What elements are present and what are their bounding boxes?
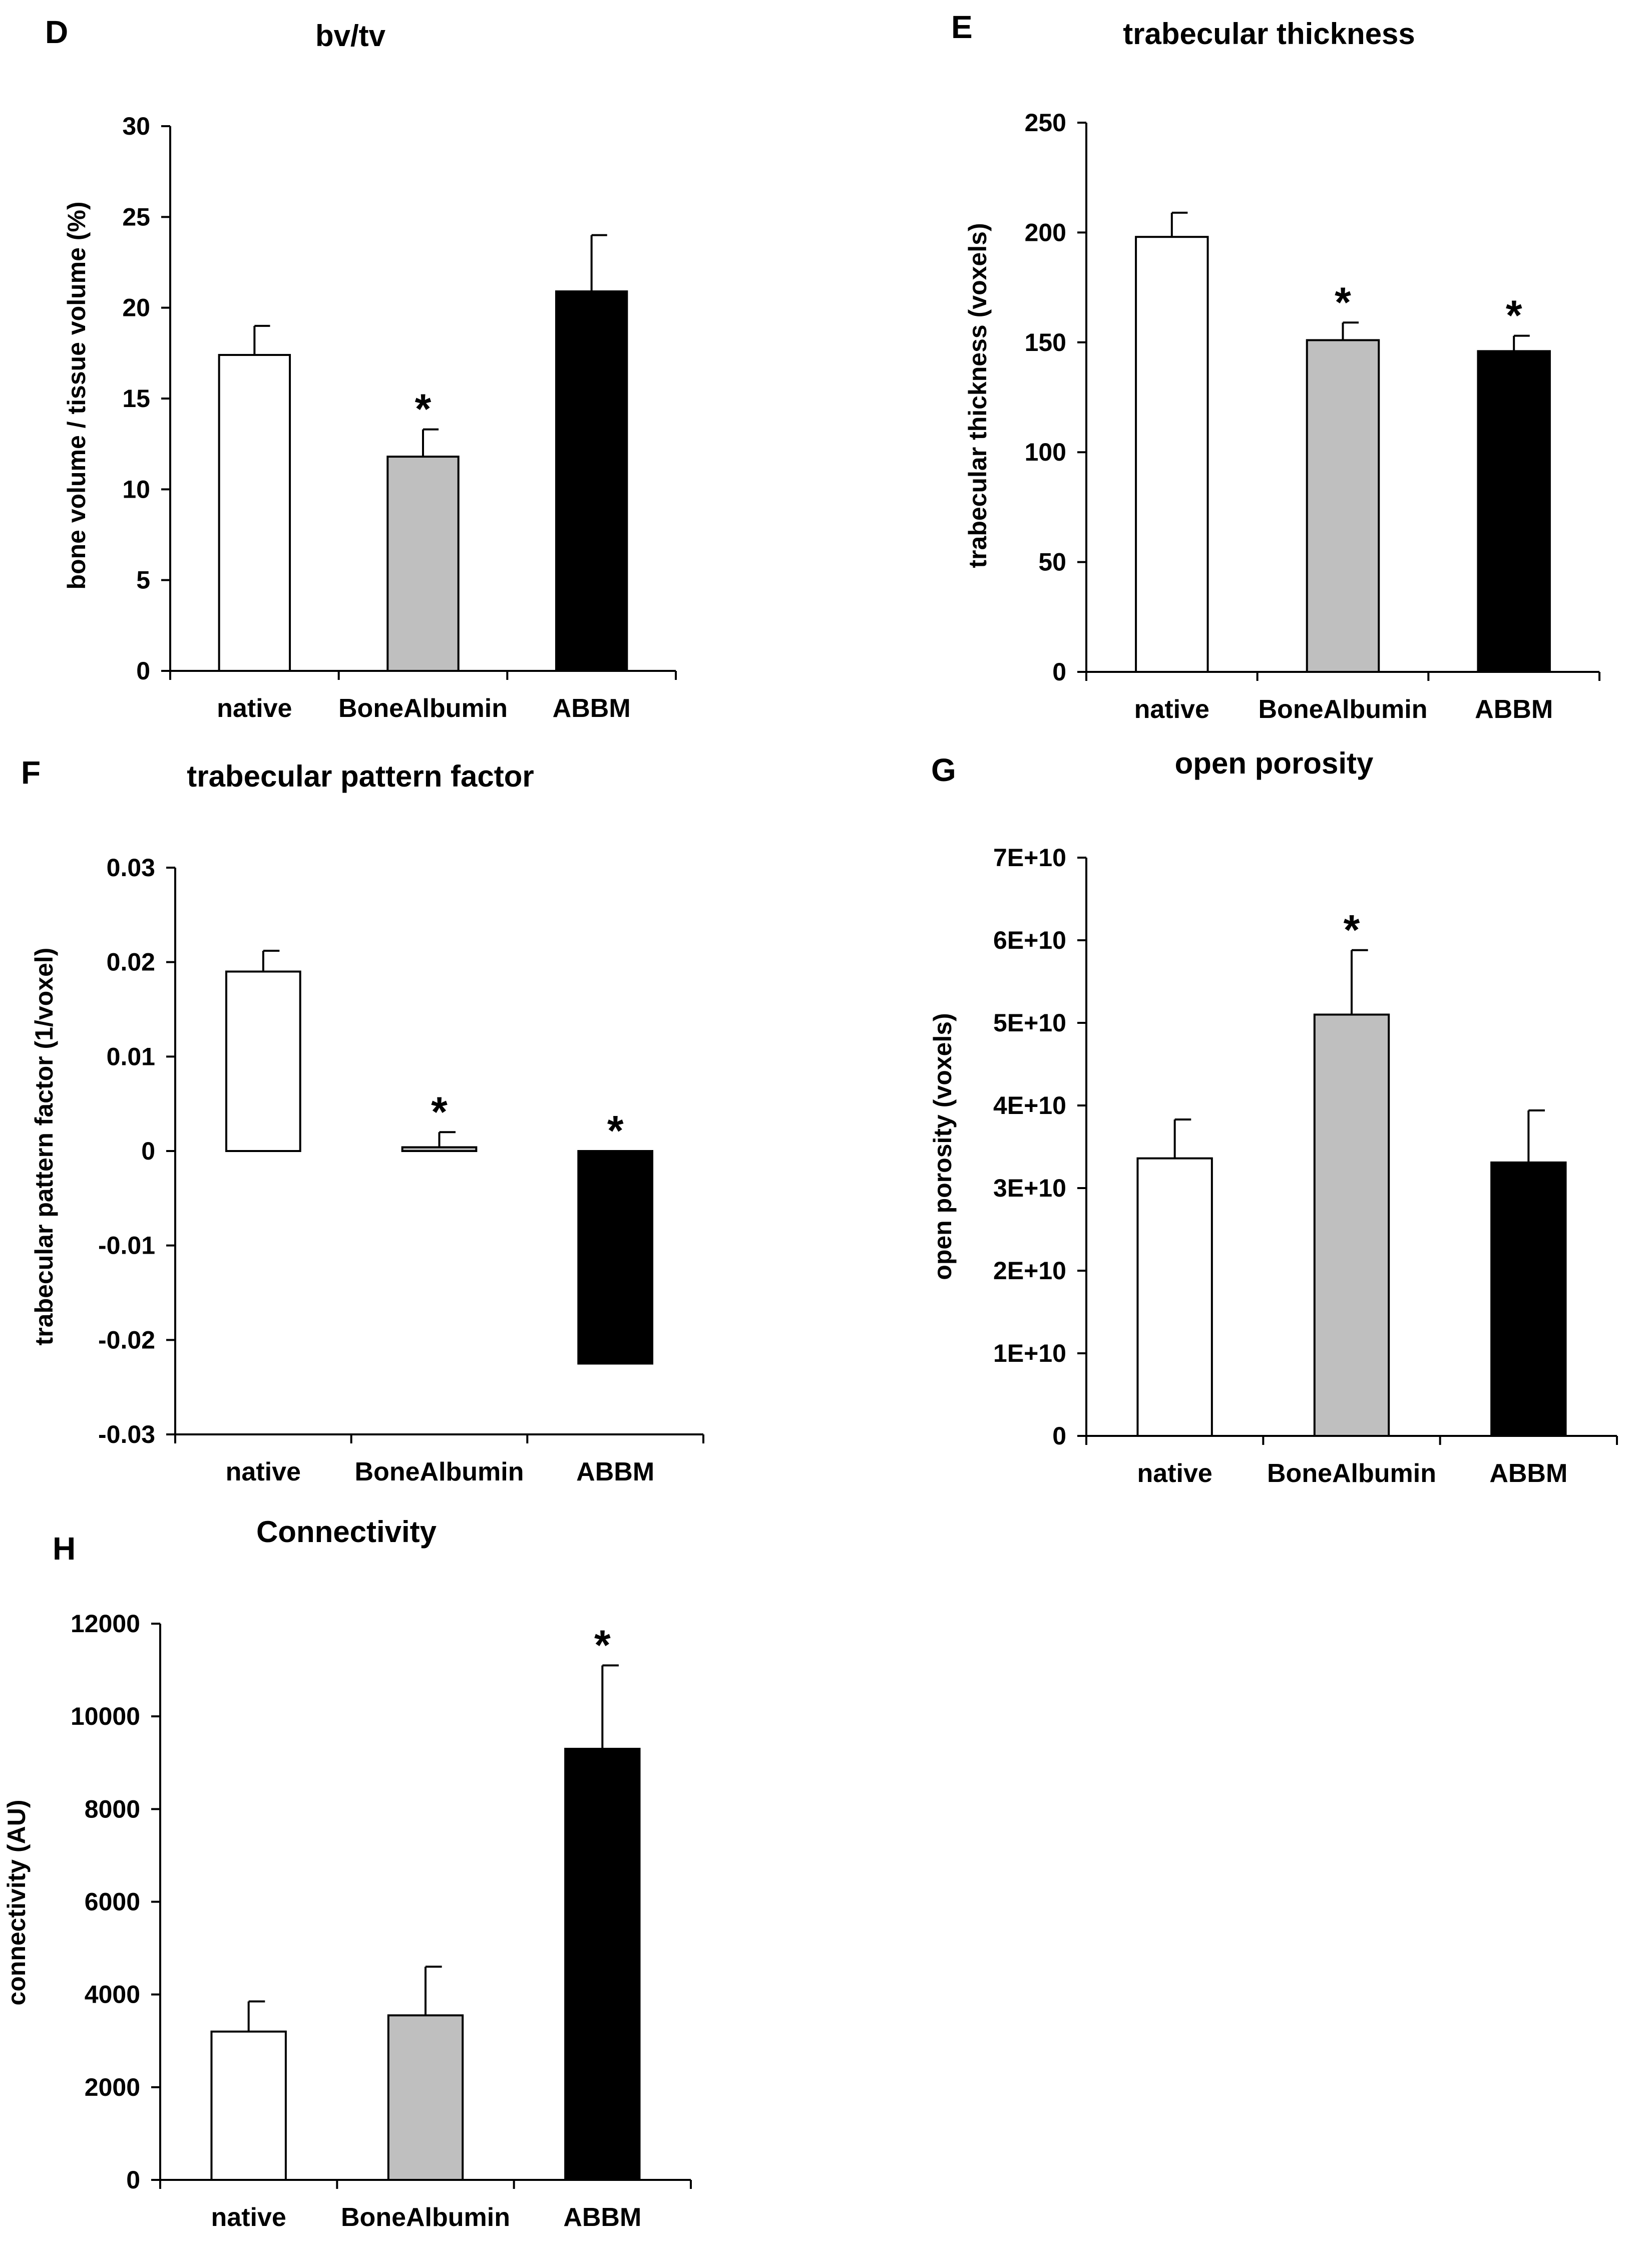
y-tick-label: 6000 bbox=[85, 1888, 140, 1916]
bar-bonealbumin bbox=[1313, 1013, 1390, 1437]
category-label-native: native bbox=[217, 694, 292, 723]
y-tick-label: 150 bbox=[1025, 328, 1066, 356]
bar-abbm bbox=[577, 1150, 654, 1365]
significance-star: * bbox=[1344, 906, 1360, 953]
category-label-bonealbumin: BoneAlbumin bbox=[355, 1457, 524, 1486]
y-tick-label: 200 bbox=[1025, 218, 1066, 246]
bar-native bbox=[1136, 1157, 1213, 1437]
y-tick-label: 0 bbox=[126, 2166, 140, 2194]
category-label-native: native bbox=[1134, 695, 1209, 724]
y-tick-label: 7E+10 bbox=[993, 844, 1066, 872]
significance-star: * bbox=[1335, 278, 1351, 325]
panel-letter: E bbox=[951, 9, 973, 45]
y-axis-label: connectivity (AU) bbox=[3, 1799, 31, 2005]
y-tick-label: 10000 bbox=[71, 1702, 140, 1730]
y-axis-label: bone volume / tissue volume (%) bbox=[63, 201, 91, 589]
y-tick-label: 0.02 bbox=[107, 948, 155, 976]
bar-abbm bbox=[555, 290, 628, 672]
chart-title: bv/tv bbox=[315, 19, 386, 53]
y-tick-label: 0.01 bbox=[107, 1042, 155, 1070]
chart-panel-h: H Connectivity connectivity (AU) 0 2000 4000 6… bbox=[3, 1515, 692, 2232]
bar-bonealbumin bbox=[387, 2014, 464, 2181]
y-tick-label: 12000 bbox=[71, 1610, 140, 1638]
category-label-native: native bbox=[211, 2203, 286, 2232]
y-tick-label: 8000 bbox=[85, 1795, 140, 1823]
category-label-abbm: ABBM bbox=[1489, 1459, 1567, 1488]
category-label-bonealbumin: BoneAlbumin bbox=[1259, 695, 1428, 724]
y-tick-label: 1E+10 bbox=[993, 1339, 1066, 1367]
y-tick-label: 6E+10 bbox=[993, 926, 1066, 954]
y-tick-label: -0.01 bbox=[98, 1232, 155, 1260]
bar-native bbox=[218, 353, 291, 672]
y-tick-label: 20 bbox=[122, 294, 150, 322]
y-tick-label: -0.03 bbox=[98, 1420, 155, 1448]
y-tick-label: 15 bbox=[122, 385, 150, 413]
chart-title: trabecular pattern factor bbox=[187, 760, 534, 793]
significance-star: * bbox=[607, 1107, 624, 1154]
bar-abbm bbox=[564, 1747, 641, 2181]
category-label-abbm: ABBM bbox=[563, 2203, 641, 2232]
bar-native bbox=[225, 970, 301, 1152]
category-label-bonealbumin: BoneAlbumin bbox=[338, 694, 508, 723]
y-tick-label: 5 bbox=[136, 566, 150, 594]
y-tick-label: 4000 bbox=[85, 1981, 140, 2009]
bar-abbm bbox=[1477, 350, 1551, 673]
bar-bonealbumin bbox=[401, 1146, 478, 1153]
y-tick-label: 2E+10 bbox=[993, 1257, 1066, 1285]
y-tick-label: -0.02 bbox=[98, 1326, 155, 1354]
y-tick-label: 50 bbox=[1038, 548, 1066, 576]
y-tick-label: 2000 bbox=[85, 2073, 140, 2101]
category-label-abbm: ABBM bbox=[576, 1457, 654, 1486]
chart-title: trabecular thickness bbox=[1123, 17, 1415, 51]
significance-star: * bbox=[1506, 292, 1522, 339]
y-tick-label: 0 bbox=[1052, 658, 1066, 686]
bar-bonealbumin bbox=[1306, 339, 1380, 673]
y-tick-label: 100 bbox=[1025, 438, 1066, 466]
y-tick-label: 30 bbox=[122, 112, 150, 140]
panel-letter: H bbox=[53, 1531, 76, 1567]
y-tick-label: 0 bbox=[136, 657, 150, 685]
significance-star: * bbox=[594, 1621, 611, 1668]
y-tick-label: 0 bbox=[141, 1137, 155, 1165]
chart-title: open porosity bbox=[1175, 746, 1374, 780]
category-label-abbm: ABBM bbox=[1475, 695, 1553, 724]
panel-letter: F bbox=[21, 755, 41, 791]
category-label-bonealbumin: BoneAlbumin bbox=[341, 2203, 510, 2232]
bar-bonealbumin bbox=[386, 456, 460, 672]
category-label-bonealbumin: BoneAlbumin bbox=[1267, 1459, 1436, 1488]
y-tick-label: 25 bbox=[122, 203, 150, 231]
y-tick-label: 4E+10 bbox=[993, 1091, 1066, 1119]
category-label-abbm: ABBM bbox=[553, 694, 631, 723]
y-tick-label: 0.03 bbox=[107, 854, 155, 882]
bar-abbm bbox=[1490, 1161, 1567, 1437]
y-tick-label: 250 bbox=[1025, 109, 1066, 137]
panel-letter: D bbox=[45, 14, 68, 50]
y-axis-label: trabecular thickness (voxels) bbox=[964, 223, 992, 568]
bar-native bbox=[1135, 236, 1209, 673]
significance-star: * bbox=[431, 1088, 448, 1135]
bar-native bbox=[210, 2030, 287, 2181]
significance-star: * bbox=[415, 386, 432, 433]
y-tick-label: 5E+10 bbox=[993, 1009, 1066, 1037]
y-tick-label: 10 bbox=[122, 475, 150, 503]
panel-letter: G bbox=[931, 752, 956, 788]
y-tick-label: 0 bbox=[1052, 1422, 1066, 1450]
y-axis-label: trabecular pattern factor (1/voxel) bbox=[30, 948, 58, 1346]
y-axis-label: open porosity (voxels) bbox=[929, 1013, 957, 1280]
category-label-native: native bbox=[1137, 1459, 1212, 1488]
chart-title: Connectivity bbox=[256, 1515, 437, 1549]
category-label-native: native bbox=[226, 1457, 301, 1486]
y-tick-label: 3E+10 bbox=[993, 1174, 1066, 1202]
